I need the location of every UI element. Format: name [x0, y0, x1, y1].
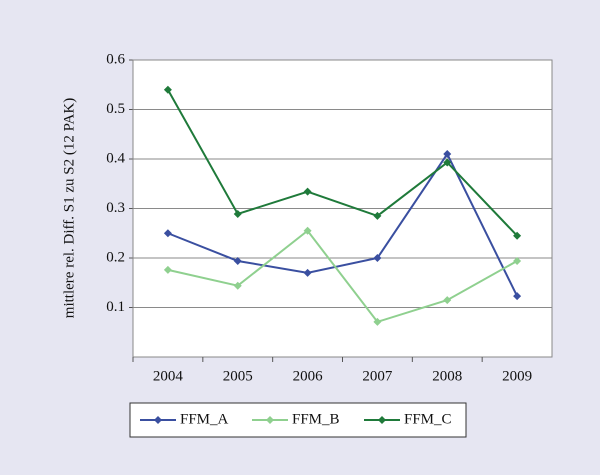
legend-marker [378, 416, 386, 424]
series-line [167, 89, 518, 237]
point-marker [233, 256, 242, 265]
y-axis-label: mittlere rel. Diff. S1 zu S2 (12 PAK) [61, 98, 77, 318]
point-marker [513, 231, 522, 240]
point-marker [373, 254, 382, 262]
y-tick-label: 0.5 [106, 101, 125, 117]
y-tick-label: 0.4 [106, 150, 125, 166]
legend-marker [266, 416, 274, 424]
y-tick-label: 0.1 [106, 299, 125, 315]
point-marker [443, 296, 452, 305]
point-marker [233, 281, 242, 290]
point-marker [303, 187, 312, 196]
point-marker [443, 150, 452, 159]
x-tick-label: 2008 [432, 368, 462, 384]
x-tick-label: 2005 [223, 368, 253, 384]
point-marker [513, 256, 522, 265]
point-marker [163, 265, 172, 274]
x-tick-label: 2006 [293, 368, 324, 384]
legend-label: FFM_A [180, 411, 229, 427]
point-marker [373, 317, 382, 326]
series-line [167, 229, 518, 324]
x-tick-label: 2009 [502, 368, 532, 384]
x-tick-label: 2007 [362, 368, 393, 384]
point-marker [513, 292, 522, 301]
point-marker [303, 226, 312, 235]
legend-box [129, 402, 467, 438]
legend-label: FFM_B [292, 411, 340, 427]
y-tick-label: 0.3 [106, 200, 125, 216]
legend-marker [154, 416, 162, 424]
point-marker [163, 85, 172, 94]
x-tick-label: 2004 [153, 368, 184, 384]
y-tick-label: 0.2 [106, 249, 125, 265]
legend-label: FFM_C [404, 411, 452, 427]
point-marker [233, 209, 242, 218]
point-marker [373, 211, 382, 220]
point-marker [163, 229, 172, 238]
y-tick-label: 0.6 [106, 51, 125, 67]
point-marker [303, 268, 312, 277]
series-line [167, 152, 518, 297]
point-marker [443, 158, 452, 167]
